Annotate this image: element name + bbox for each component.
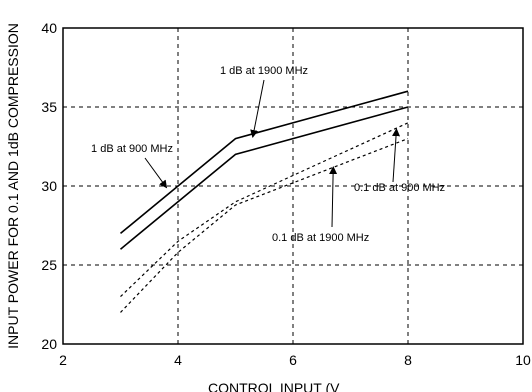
annotation-1-db-at-1900-mhz-label: 1 dB at 1900 MHz <box>220 65 308 77</box>
x-tick-label: 4 <box>174 352 182 368</box>
annotation-0-1-db-at-900-mhz-label: 0.1 dB at 900 MHz <box>354 182 445 194</box>
y-tick-label: 20 <box>41 336 57 352</box>
annotation-0-1-db-at-1900-mhz-arrow <box>329 166 338 228</box>
y-tick-label: 40 <box>41 20 57 36</box>
annotation-1-db-at-1900-mhz-arrow <box>250 79 265 139</box>
y-axis-label: INPUT POWER FOR 0.1 AND 1dB COMPRESSION <box>5 23 21 349</box>
series <box>119 90 409 313</box>
series-line-0-1-db-at-1900-mhz <box>120 138 409 313</box>
x-tick-label: 2 <box>59 352 67 368</box>
series-line-0-1-db-at-900-mhz <box>120 122 409 298</box>
x-tick-label: 8 <box>404 352 412 368</box>
annotation-0-1-db-at-1900-mhz-label: 0.1 dB at 1900 MHz <box>272 232 369 244</box>
y-tick-label: 30 <box>41 178 57 194</box>
y-tick-label: 35 <box>41 99 57 115</box>
series-line-1-db-at-900-mhz <box>119 106 409 250</box>
plot-frame <box>62 27 524 345</box>
x-tick-label: 6 <box>289 352 297 368</box>
y-tick-label: 25 <box>41 257 57 273</box>
annotation-1-db-at-900-mhz-arrow <box>144 157 168 189</box>
x-tick-label: 10 <box>515 352 531 368</box>
x-axis-label: CONTROL INPUT (V <box>208 380 340 392</box>
annotations: 1 dB at 1900 MHz 1 dB at 900 MHz 0.1 dB at… <box>91 65 445 244</box>
annotation-1-db-at-900-mhz-label: 1 dB at 900 MHz <box>91 143 173 155</box>
tick-labels: 2 4 6 8 10 20 25 30 35 40 <box>41 20 531 368</box>
annotation-0-1-db-at-900-mhz-arrow <box>392 128 401 183</box>
series-line-1-db-at-1900-mhz <box>119 90 409 235</box>
